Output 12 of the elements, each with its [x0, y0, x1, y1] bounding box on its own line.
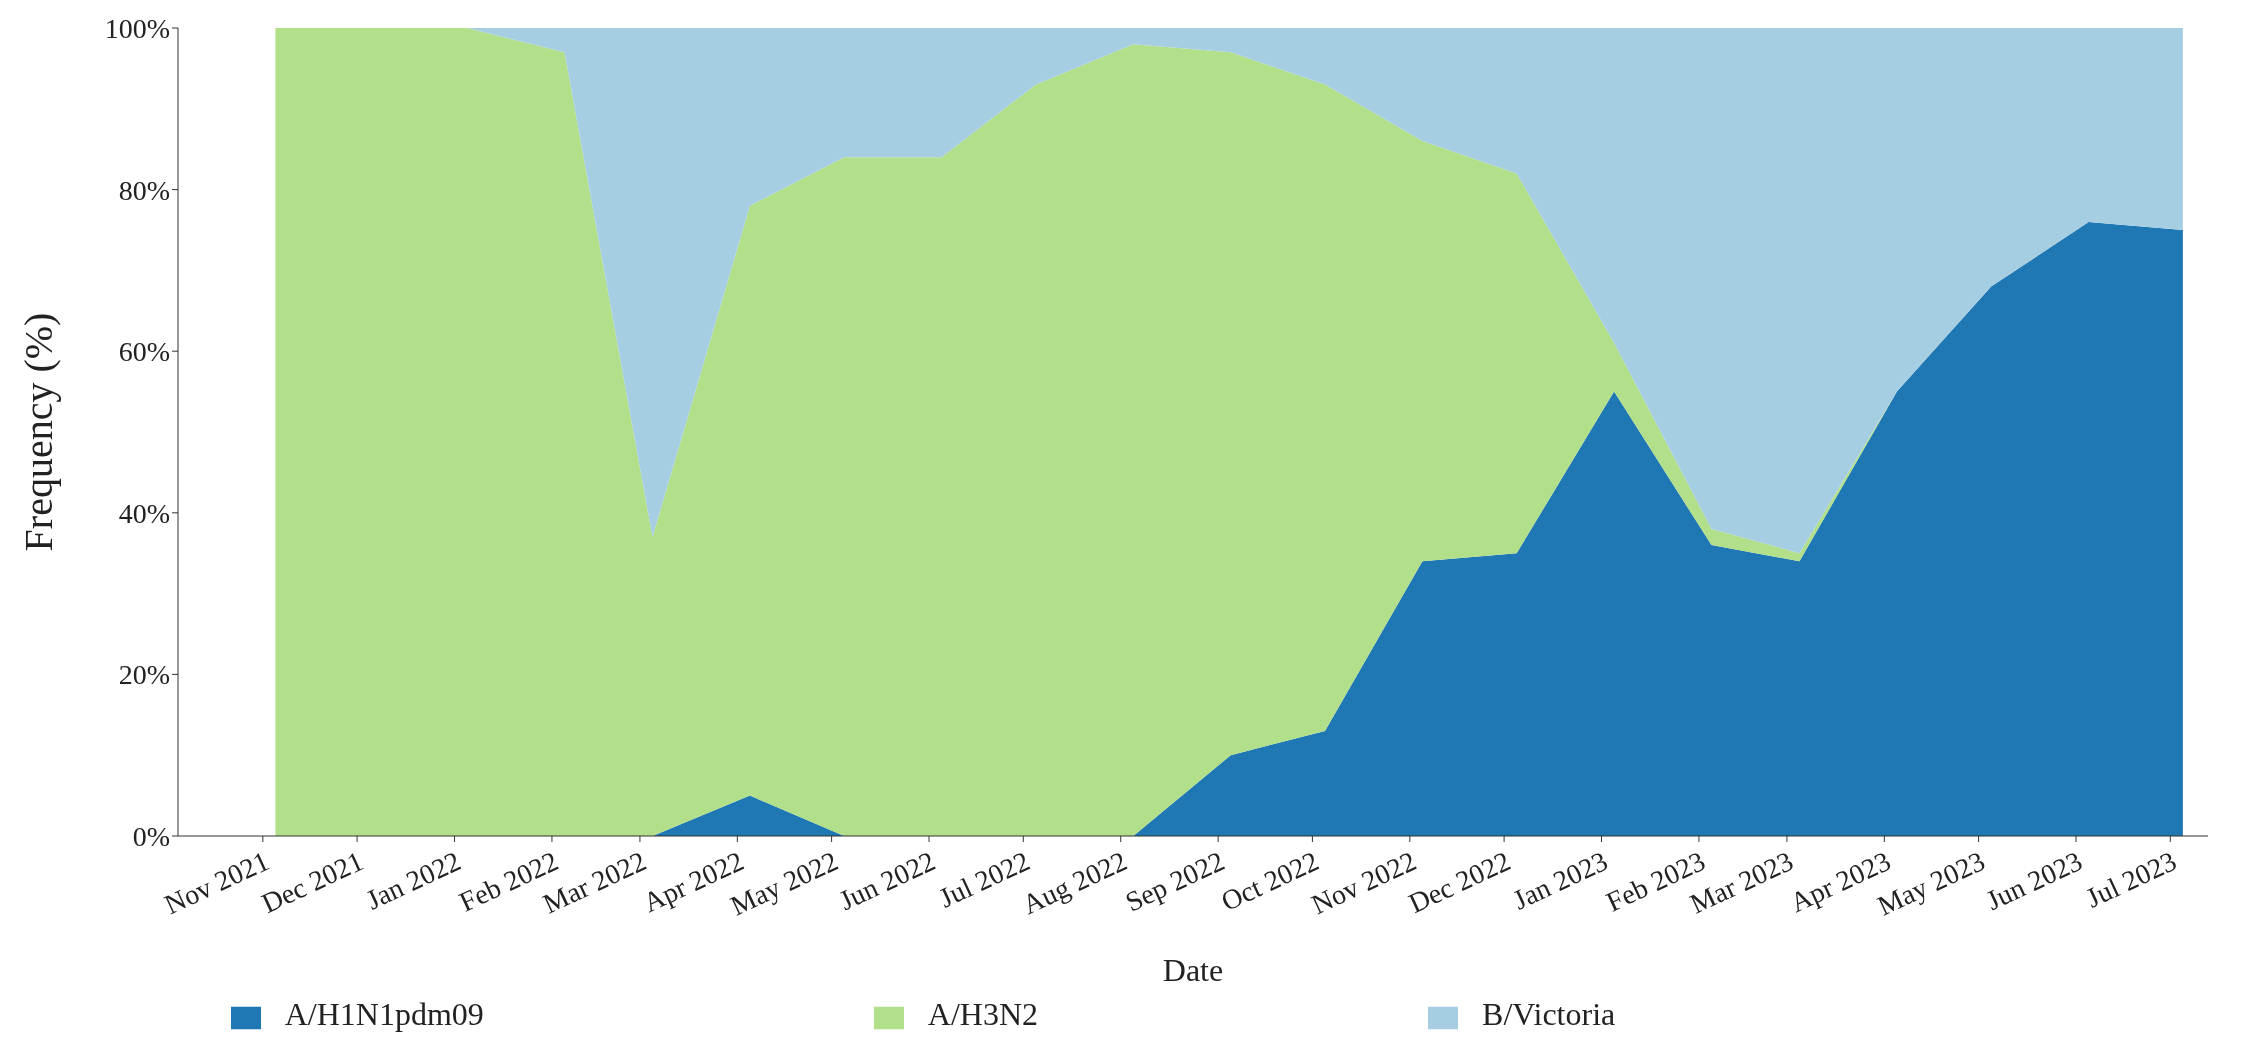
y-tick-label: 100%: [104, 12, 170, 44]
y-tick-label: 80%: [118, 174, 170, 206]
y-tick-label: 20%: [118, 659, 170, 691]
y-axis-title: Frequency (%): [16, 312, 62, 552]
y-tick-label: 0%: [132, 820, 170, 852]
x-axis-title: Date: [1162, 952, 1224, 988]
y-tick-label: 60%: [118, 336, 170, 368]
legend-label: A/H3N2: [927, 996, 1039, 1032]
y-tick-label: 40%: [118, 497, 170, 529]
legend-label: B/Victoria: [1482, 996, 1616, 1032]
x-tick-label: Jul 2023: [2081, 845, 2182, 914]
legend-label: A/H1N1pdm09: [284, 996, 484, 1032]
